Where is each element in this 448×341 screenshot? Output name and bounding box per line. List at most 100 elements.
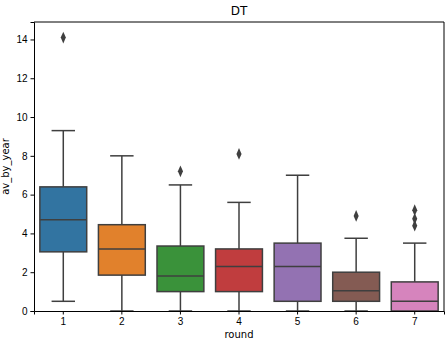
lower-whisker (63, 252, 65, 301)
box-group (274, 175, 321, 311)
upper-whisker (180, 185, 182, 246)
y-tick-label: 10 (16, 112, 28, 123)
upper-whisker (355, 238, 357, 272)
outlier (236, 148, 241, 160)
lower-whisker (121, 275, 123, 311)
x-tick-mark (297, 311, 298, 315)
boxes (40, 32, 438, 311)
x-axis-title: round (224, 329, 253, 340)
upper-cap (227, 202, 250, 204)
y-tick-mark (31, 272, 35, 273)
lower-cap (169, 310, 192, 311)
y-tick-label: 6 (22, 189, 28, 200)
upper-whisker (121, 156, 123, 225)
y-tick-label: 12 (16, 73, 28, 84)
box-group (157, 165, 204, 311)
outlier (178, 165, 183, 177)
x-tick: 5 (295, 311, 301, 327)
frame-right (444, 22, 445, 311)
box (40, 187, 87, 252)
x-tick-mark (356, 311, 357, 315)
median (98, 248, 145, 250)
y-tick-label: 8 (22, 151, 28, 162)
y-tick-mark (31, 156, 35, 157)
plot-area: 123456702468101214 (16, 22, 444, 327)
median (333, 290, 380, 292)
y-tick-label: 2 (22, 267, 28, 278)
box-group (216, 148, 263, 311)
lower-whisker (355, 301, 357, 311)
box-group (391, 204, 438, 311)
upper-cap (286, 174, 309, 176)
box (274, 243, 321, 301)
y-tick-mark (31, 195, 35, 196)
x-tick-label: 2 (119, 316, 125, 327)
y-tick: 14 (16, 34, 34, 45)
upper-cap (169, 184, 192, 186)
y-tick-label: 14 (16, 34, 28, 45)
upper-cap (344, 238, 367, 240)
upper-whisker (238, 202, 240, 249)
x-tick-label: 3 (178, 316, 184, 327)
lower-whisker (180, 292, 182, 311)
lower-cap (52, 301, 75, 303)
x-tick: 1 (61, 311, 67, 327)
x-tick-label: 4 (236, 316, 242, 327)
median (391, 301, 438, 303)
lower-whisker (238, 292, 240, 311)
outlier (412, 220, 417, 232)
x-tick: 3 (178, 311, 184, 327)
y-tick: 0 (22, 306, 34, 317)
frame-top (34, 22, 444, 23)
lower-cap (110, 310, 133, 311)
box-group (40, 32, 87, 302)
x-tick-label: 7 (412, 316, 418, 327)
x-tick-mark (239, 311, 240, 315)
upper-whisker (414, 243, 416, 282)
upper-cap (403, 242, 426, 244)
y-tick: 6 (22, 189, 34, 200)
x-tick-label: 6 (353, 316, 359, 327)
y-tick: 10 (16, 112, 34, 123)
upper-cap (110, 155, 133, 157)
y-tick-label: 4 (22, 228, 28, 239)
y-tick-mark (31, 78, 35, 79)
lower-cap (227, 310, 250, 311)
y-tick: 8 (22, 151, 34, 162)
upper-whisker (297, 175, 299, 243)
upper-whisker (63, 131, 65, 187)
x-axis: 1 2 3 4 5 6 7 (35, 311, 445, 327)
median (157, 275, 204, 277)
lower-whisker (297, 301, 299, 311)
outlier (354, 210, 359, 222)
x-tick-label: 5 (295, 316, 301, 327)
y-tick-label: 0 (22, 306, 28, 317)
upper-cap (52, 130, 75, 132)
lower-cap (344, 310, 367, 311)
y-tick: 4 (22, 228, 34, 239)
x-tick-mark (63, 311, 64, 315)
y-tick-mark (31, 233, 35, 234)
title: DT (231, 4, 248, 18)
median (216, 266, 263, 268)
outlier (61, 32, 66, 44)
median (274, 266, 321, 268)
box (391, 282, 438, 311)
y-tick-mark (31, 117, 35, 118)
y-axis: 0 2 4 6 8 10 12 14 (16, 23, 34, 317)
box (157, 246, 204, 292)
x-tick-mark (414, 311, 415, 315)
y-tick-mark (31, 311, 35, 312)
x-tick: 6 (353, 311, 359, 327)
x-tick: 2 (119, 311, 125, 327)
box-group (98, 156, 145, 311)
box (333, 272, 380, 301)
y-tick-mark (31, 39, 35, 40)
y-tick: 12 (16, 73, 34, 84)
lower-cap (286, 310, 309, 311)
x-tick-label: 1 (61, 316, 67, 327)
median (40, 219, 87, 221)
x-tick: 4 (236, 311, 242, 327)
box-group (333, 210, 380, 311)
x-tick-mark (121, 311, 122, 315)
